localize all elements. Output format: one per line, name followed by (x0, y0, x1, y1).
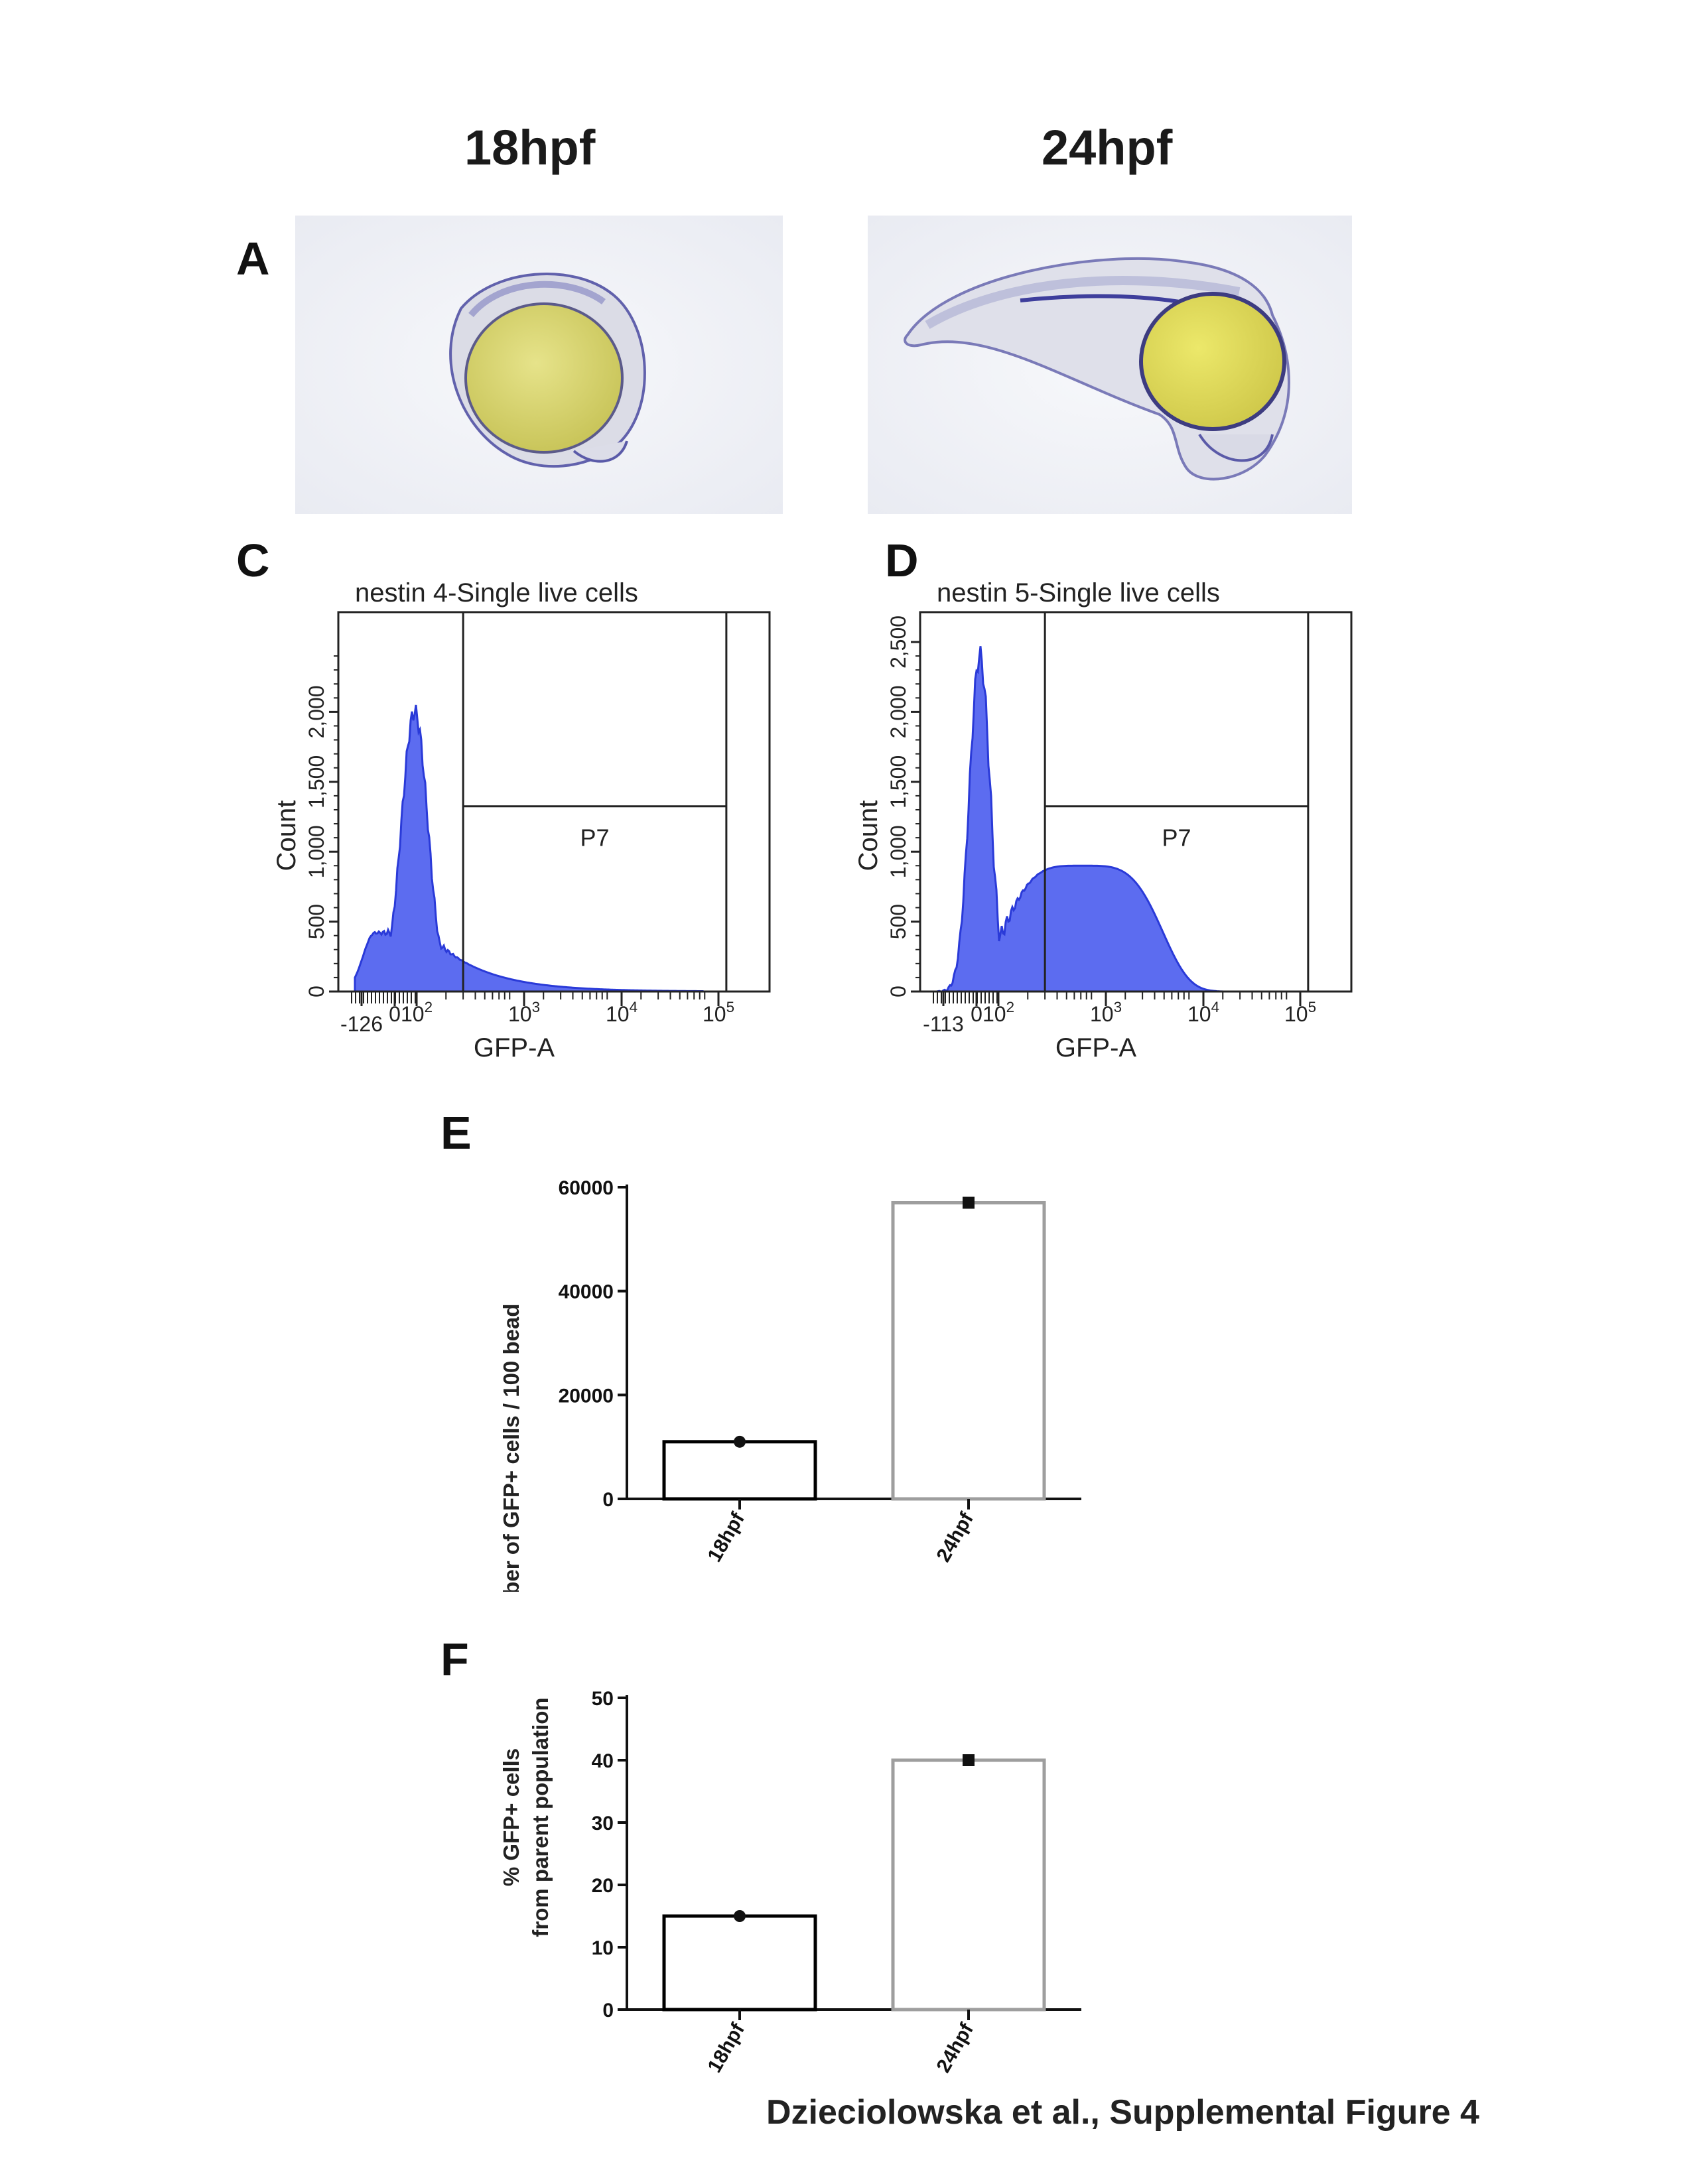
bar-24hpf (891, 1201, 1046, 1501)
chart-f-plot-area: 0 10 20 30 40 50 18hpf 24hpf (592, 1688, 1081, 2077)
panel-label-c: C (236, 535, 270, 586)
y-tick-label: 1,500 (304, 755, 328, 808)
y-tick-label: 50 (592, 1688, 614, 1710)
x-tick-label: -126 (340, 1012, 383, 1036)
panel-label-f: F (440, 1634, 469, 1685)
chart-d-histogram: nestin 5-Single live cells P7 0 500 1,000 1,… (854, 578, 1353, 1061)
chart-f-bar: 0 10 20 30 40 50 18hpf 24hpf % GFP+ cells from … (499, 1688, 1081, 2077)
embryo-24hpf-photo (868, 216, 1352, 514)
x-tick-label: 0 (389, 1002, 401, 1026)
y-tick-label: 2,500 (886, 615, 910, 669)
gate-label: P7 (580, 824, 609, 852)
data-point-square (963, 1754, 975, 1766)
y-tick-label: 30 (592, 1813, 614, 1834)
chart-d-ylabel: Count (854, 801, 883, 871)
panel-label-a: A (236, 233, 270, 285)
y-tick-label: 0 (602, 1489, 614, 1511)
histogram-area (354, 704, 704, 993)
chart-d-xlabel: GFP-A (1055, 1033, 1137, 1061)
data-point-circle (734, 1435, 746, 1448)
data-point-circle (734, 1910, 746, 1922)
x-tick-label: 102 (982, 999, 1014, 1026)
chart-c-title: nestin 4-Single live cells (355, 578, 638, 608)
x-tick-label: 103 (508, 999, 540, 1026)
chart-c-ylabel: Count (272, 801, 301, 871)
y-tick-label: 40 (592, 1750, 614, 1772)
x-tick-label: 0 (971, 1002, 982, 1026)
y-tick-label: 10 (592, 1937, 614, 1959)
chart-e-ylabel: number of GFP+ cells / 100 bead (499, 1304, 523, 1592)
gate-label: P7 (1162, 824, 1191, 852)
column-header-18hpf: 18hpf (464, 120, 596, 175)
figure-caption: Dzieciolowska et al., Supplemental Figur… (766, 2093, 1479, 2132)
bar-24hpf (891, 1758, 1046, 2012)
y-tick-label: 0 (886, 986, 910, 997)
y-tick-label: 20 (592, 1875, 614, 1897)
y-tick-label: 0 (304, 986, 328, 997)
y-tick-label: 2,000 (886, 685, 910, 738)
y-tick-label: 20000 (559, 1385, 614, 1407)
x-tick-label: 104 (606, 999, 638, 1026)
x-tick-label: 104 (1187, 999, 1219, 1026)
plot-frame (337, 611, 771, 993)
y-tick-label: 500 (886, 904, 910, 939)
y-tick-label: 500 (304, 904, 328, 939)
bar-18hpf (662, 1914, 817, 2012)
y-tick-label: 1,000 (304, 825, 328, 878)
x-tick-label: 102 (401, 999, 433, 1026)
data-point-square (963, 1196, 975, 1209)
x-tick-label: 103 (1090, 999, 1122, 1026)
bar-18hpf (662, 1440, 817, 1501)
histogram-area (936, 646, 1284, 993)
x-tick-label: 18hpf (703, 1508, 749, 1566)
y-tick-label: 1,000 (886, 825, 910, 878)
chart-e-plot-area: 0 20000 40000 60000 18hpf 24hpf (559, 1177, 1081, 1566)
x-tick-label: 24hpf (932, 1508, 978, 1566)
chart-e-bar: 0 20000 40000 60000 18hpf 24hpf number of GFP… (499, 1177, 1081, 1592)
x-tick-label: 18hpf (703, 2019, 749, 2077)
y-tick-label: 0 (602, 2000, 614, 2022)
plot-frame (919, 611, 1353, 993)
column-header-24hpf: 24hpf (1042, 120, 1173, 175)
x-tick-label: 105 (703, 999, 734, 1026)
chart-d-title: nestin 5-Single live cells (937, 578, 1220, 608)
y-tick-label: 60000 (559, 1177, 614, 1199)
y-tick-label: 2,000 (304, 685, 328, 738)
y-tick-label: 1,500 (886, 755, 910, 808)
chart-c-xlabel: GFP-A (474, 1033, 555, 1061)
chart-f-ylabel-line2: from parent population (528, 1697, 553, 1937)
chart-f-ylabel-line1: % GFP+ cells (499, 1748, 523, 1886)
chart-c-histogram: nestin 4-Single live cells P7 0 500 1,000 1,… (272, 578, 771, 1061)
panel-label-e: E (440, 1107, 472, 1159)
embryo-18hpf-photo (295, 216, 783, 514)
x-tick-label: 24hpf (932, 2019, 978, 2077)
y-tick-label: 40000 (559, 1281, 614, 1303)
panel-label-d: D (885, 535, 919, 586)
x-tick-label: 105 (1284, 999, 1316, 1026)
x-tick-label: -113 (923, 1012, 964, 1036)
